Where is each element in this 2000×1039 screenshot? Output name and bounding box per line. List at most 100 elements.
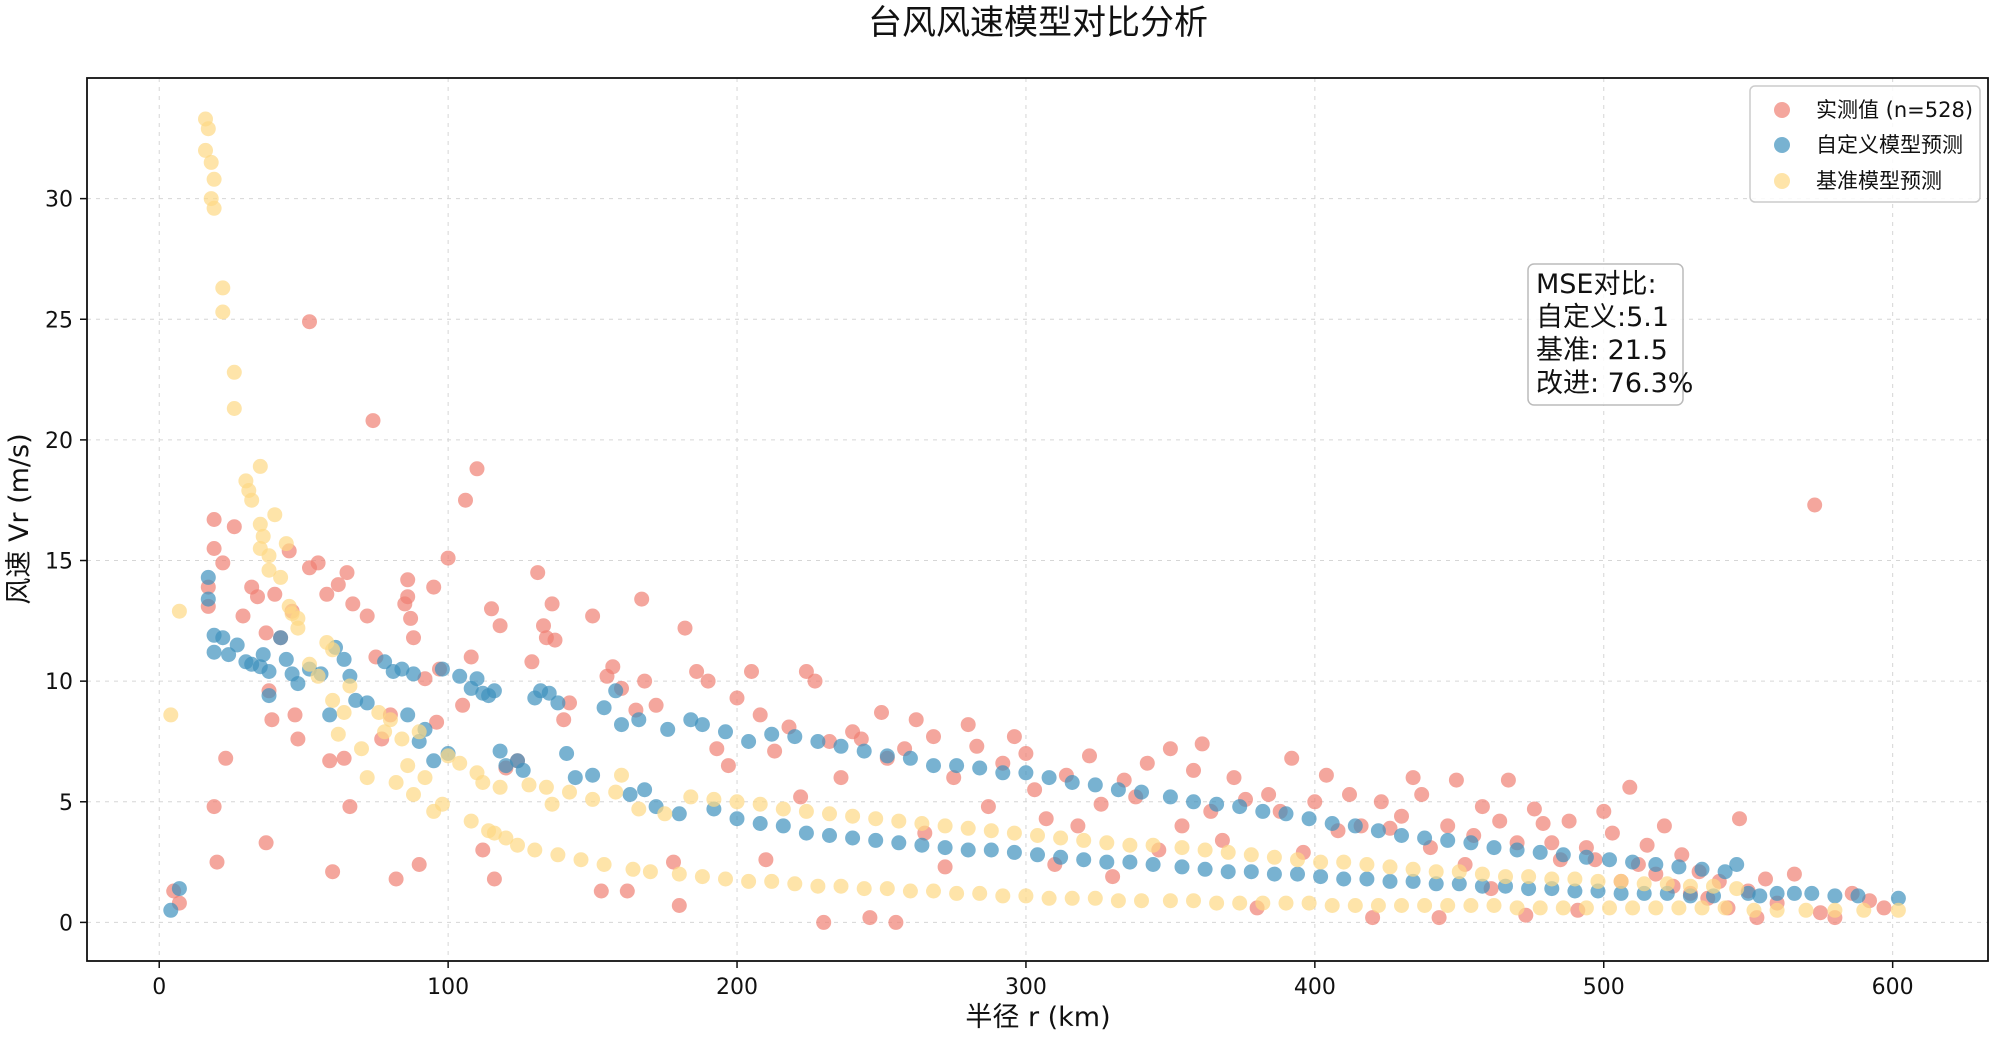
measured-point: [807, 673, 823, 689]
measured-point: [1604, 825, 1620, 841]
custom-model-point: [1602, 852, 1617, 868]
measured-point: [1596, 803, 1612, 819]
baseline-model-point: [510, 837, 525, 853]
measured-point: [1226, 770, 1242, 786]
custom-model-point: [1324, 816, 1340, 831]
custom-model-point: [1405, 873, 1421, 889]
measured-point: [1639, 837, 1655, 853]
baseline-model-point: [475, 775, 491, 790]
baseline-model-point: [833, 878, 849, 894]
custom-model-point: [1671, 859, 1687, 875]
custom-model-point: [891, 835, 907, 851]
custom-model-point: [1521, 881, 1537, 897]
baseline-model-point: [1890, 902, 1906, 918]
measured-point: [1807, 497, 1823, 513]
baseline-model-point: [949, 885, 965, 901]
baseline-model-point: [1324, 898, 1340, 913]
baseline-model-point: [960, 820, 976, 836]
custom-model-point: [1417, 830, 1433, 846]
custom-model-point: [822, 828, 837, 843]
measured-point: [556, 712, 572, 728]
custom-model-point: [1509, 842, 1525, 858]
measured-point: [1018, 746, 1034, 761]
measured-point: [677, 620, 693, 636]
baseline-model-point: [1110, 893, 1126, 909]
baseline-model-point: [1544, 871, 1560, 887]
axis-ticks: 0 100 200 300 400 500 600 0 5 10 15 20 25 30: [45, 188, 1914, 1000]
measured-point: [605, 659, 621, 675]
custom-model-point: [278, 651, 294, 667]
baseline-model-point: [798, 803, 814, 819]
legend-box: [1749, 85, 1981, 203]
baseline-model-point: [411, 724, 427, 740]
measured-point: [1027, 782, 1043, 798]
custom-model-point: [1613, 885, 1629, 901]
measured-point: [1448, 772, 1464, 788]
custom-model-point: [273, 630, 289, 646]
baseline-model-point: [198, 142, 213, 158]
custom-model-point: [729, 811, 745, 827]
baseline-model-point: [1729, 881, 1745, 897]
baseline-model-point: [1428, 864, 1444, 880]
measured-point: [709, 741, 725, 757]
custom-model-point: [1740, 885, 1756, 901]
measured-point: [1174, 818, 1190, 834]
baseline-model-point: [741, 873, 757, 889]
measured-point: [671, 898, 687, 913]
measured-point: [1105, 869, 1121, 885]
custom-model-point: [171, 881, 187, 897]
baseline-model-point: [544, 796, 560, 812]
measured-point: [862, 910, 878, 926]
custom-model-point: [671, 806, 687, 822]
baseline-model-point: [729, 794, 745, 810]
measured-point: [1373, 794, 1389, 810]
baseline-model-point: [902, 883, 918, 899]
measured-point: [330, 577, 346, 593]
measured-point: [524, 654, 540, 670]
x-tick-label: 100: [427, 975, 469, 1000]
baseline-model-point: [1746, 902, 1762, 918]
baseline-model-point: [1636, 876, 1652, 892]
measured-point: [486, 871, 502, 887]
baseline-model-point: [1290, 852, 1305, 868]
measured-point: [345, 596, 361, 612]
measured-point: [336, 750, 352, 766]
baseline-model-point: [1145, 837, 1161, 853]
custom-model-point: [1827, 888, 1843, 904]
custom-model-point: [1145, 857, 1161, 872]
custom-model-point: [637, 782, 653, 798]
baseline-model-point: [1041, 890, 1057, 906]
custom-model-point: [1463, 835, 1479, 851]
measured-point: [226, 519, 242, 535]
baseline-model-point: [1498, 869, 1513, 885]
x-tick-label: 300: [1005, 975, 1047, 1000]
measured-point: [752, 707, 768, 723]
measured-point: [206, 799, 222, 815]
baseline-model-point: [244, 492, 260, 508]
baseline-model-point: [1613, 873, 1629, 889]
custom-model-point: [1370, 823, 1386, 839]
baseline-model-point: [1717, 900, 1733, 916]
measured-point: [484, 601, 499, 617]
measured-point: [720, 758, 736, 774]
measured-point: [1318, 767, 1334, 783]
baseline-model-point: [822, 806, 837, 822]
measured-point: [206, 512, 222, 527]
measured-point: [406, 630, 421, 646]
y-tick-label: 0: [59, 911, 73, 936]
custom-model-point: [608, 683, 624, 699]
measured-point: [1186, 762, 1201, 778]
baseline-model-point: [1486, 898, 1502, 913]
measured-point: [758, 852, 774, 868]
measured-point: [593, 883, 609, 899]
legend: 实测值 (n=528) 自定义模型预测 基准模型预测: [1749, 85, 1981, 203]
custom-model-point: [1301, 811, 1317, 827]
x-tick-label: 500: [1583, 975, 1625, 1000]
custom-model-point: [559, 746, 575, 761]
measured-point: [325, 864, 341, 880]
baseline-model-point: [417, 770, 433, 786]
custom-model-point: [1174, 859, 1190, 875]
custom-model-point: [1769, 885, 1785, 901]
measured-point: [980, 799, 996, 815]
measured-point: [1526, 801, 1542, 817]
